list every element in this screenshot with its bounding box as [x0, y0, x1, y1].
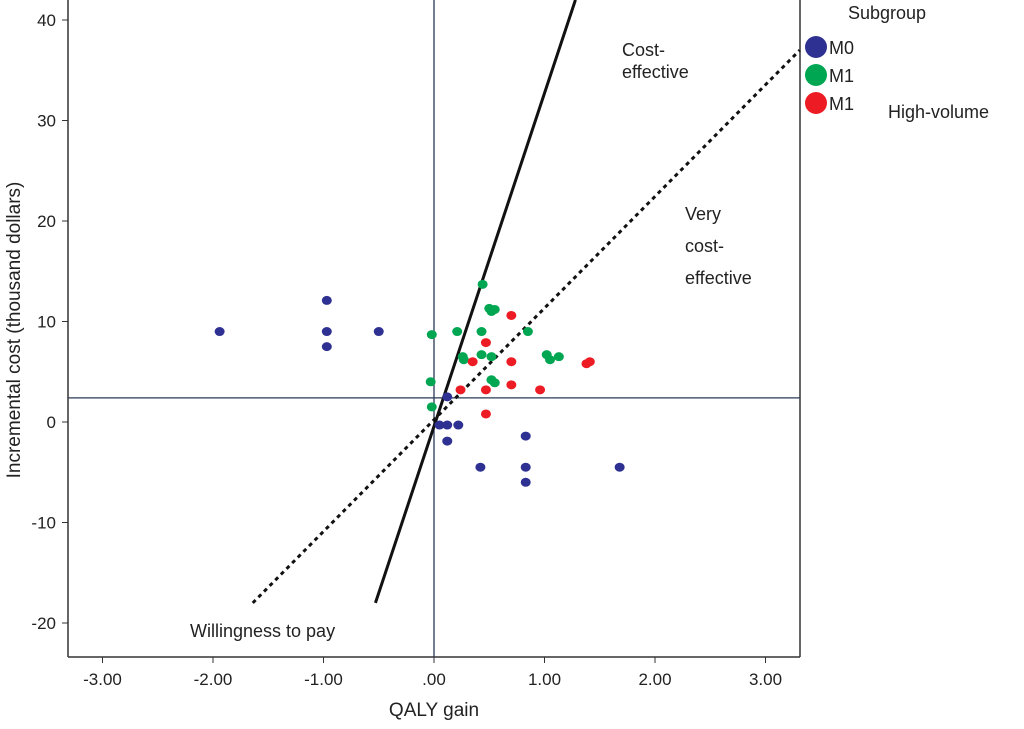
y-tick-label: 0: [47, 413, 56, 432]
legend: Subgroup M0 M1 M1 High-volume: [805, 3, 989, 122]
data-point-m0-0: [321, 295, 332, 305]
data-point-m1-1: [489, 378, 500, 388]
data-point-m0-0: [520, 477, 531, 487]
x-tick-label: 1.00: [528, 670, 561, 689]
y-tick-label: -20: [31, 614, 56, 633]
x-tick-label: -1.00: [304, 670, 343, 689]
legend-marker-m1: [805, 64, 827, 86]
data-point-m1-1: [426, 330, 437, 340]
data-point-m1-2: [506, 310, 517, 320]
data-point-m0-0: [614, 462, 625, 472]
legend-label-high-volume: High-volume: [888, 102, 989, 122]
data-point-m1-1: [476, 327, 487, 337]
annotation-very-cost-effective-3: effective: [685, 268, 752, 288]
data-point-m1-1: [545, 355, 556, 365]
data-point-m1-1: [486, 352, 497, 362]
x-tick-label: 3.00: [749, 670, 782, 689]
y-tick-label: -10: [31, 514, 56, 533]
data-point-m1-2: [480, 385, 491, 395]
y-tick-label: 30: [37, 112, 56, 131]
x-tick-label: -2.00: [194, 670, 233, 689]
data-point-m1-1: [553, 352, 564, 362]
data-point-m1-1: [486, 306, 497, 316]
x-axis-label: QALY gain: [389, 700, 479, 721]
legend-label-m1-high-volume: M1: [829, 94, 854, 114]
annotation-very-cost-effective-1: Very: [685, 204, 721, 224]
y-axis-label: Incremental cost (thousand dollars): [4, 182, 25, 479]
y-tick-label: 10: [37, 313, 56, 332]
legend-marker-m0: [805, 36, 827, 58]
data-point-m1-2: [506, 380, 517, 390]
data-point-m1-1: [477, 279, 488, 289]
data-point-m0-0: [373, 327, 384, 337]
data-point-m0-0: [442, 420, 453, 430]
x-tick-label: -3.00: [83, 670, 122, 689]
wtp-line-dotted: [251, 49, 801, 604]
data-point-m1-1: [476, 350, 487, 360]
data-point-m1-2: [467, 357, 478, 367]
x-tick-label: .00: [422, 670, 446, 689]
legend-marker-m1-high-volume: [805, 92, 827, 114]
data-point-m0-0: [434, 420, 445, 430]
data-point-m1-2: [535, 385, 546, 395]
data-point-m1-2: [455, 385, 466, 395]
data-point-m0-0: [453, 420, 464, 430]
x-tick-label: 2.00: [638, 670, 671, 689]
data-point-m1-1: [452, 327, 463, 337]
data-point-m1-2: [581, 359, 592, 369]
data-point-m1-2: [506, 357, 517, 367]
data-point-m1-1: [426, 402, 437, 412]
annotation-very-cost-effective-2: cost-: [685, 236, 724, 256]
wtp-line-solid: [374, 0, 577, 604]
legend-title: Subgroup: [848, 3, 926, 23]
data-point-m0-0: [442, 392, 453, 402]
data-point-m1-2: [480, 338, 491, 348]
data-point-m0-0: [321, 342, 332, 352]
annotation-willingness-to-pay: Willingness to pay: [190, 621, 335, 641]
data-point-m1-1: [522, 327, 533, 337]
data-point-m0-0: [321, 327, 332, 337]
data-point-m0-0: [475, 462, 486, 472]
data-point-m0-0: [520, 431, 531, 441]
data-point-m0-0: [520, 462, 531, 472]
data-point-m1-1: [425, 377, 436, 387]
y-tick-label: 20: [37, 212, 56, 231]
data-point-m0-0: [442, 436, 453, 446]
data-point-m0-0: [214, 327, 225, 337]
annotation-cost-effective-2: effective: [622, 62, 689, 82]
annotation-cost-effective-1: Cost-: [622, 40, 665, 60]
data-point-m1-2: [480, 409, 491, 419]
legend-label-m0: M0: [829, 38, 854, 58]
data-point-m1-1: [458, 355, 469, 365]
y-tick-label: 40: [37, 11, 56, 30]
legend-label-m1: M1: [829, 66, 854, 86]
